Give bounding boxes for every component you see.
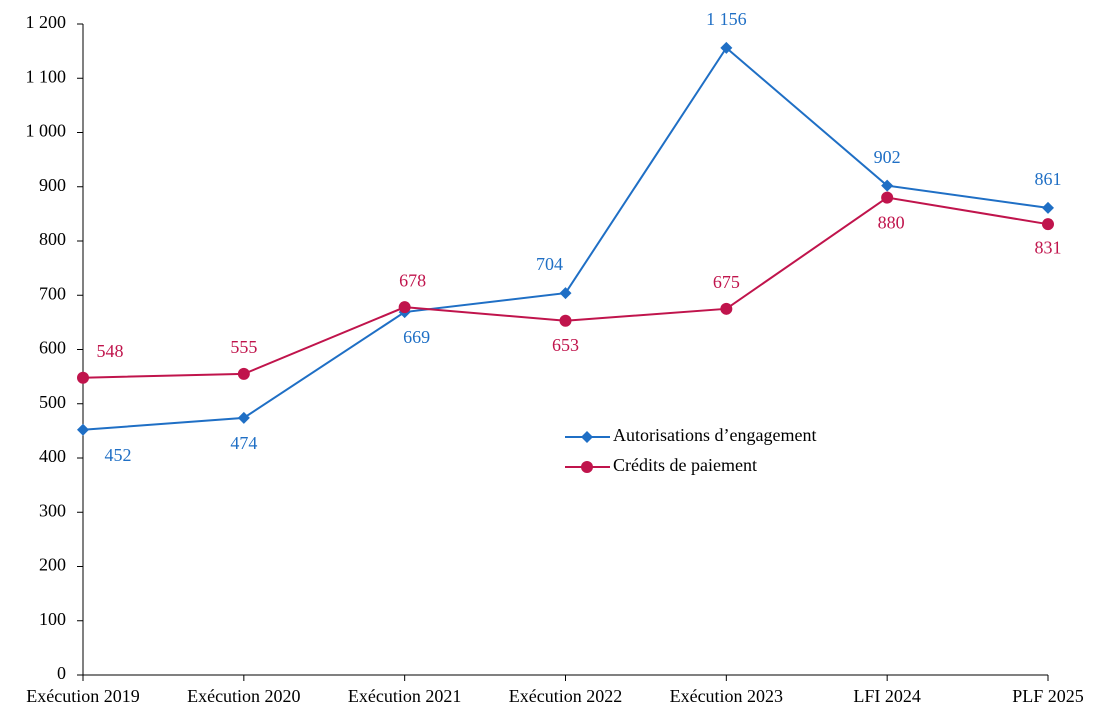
data-label: 555 xyxy=(230,337,257,357)
data-label: 704 xyxy=(536,254,563,274)
data-label: 880 xyxy=(878,213,905,233)
y-tick-label: 600 xyxy=(39,338,66,358)
legend-marker xyxy=(581,431,593,443)
legend-label: Crédits de paiement xyxy=(613,455,757,475)
data-label: 452 xyxy=(105,445,132,465)
y-tick-label: 300 xyxy=(39,500,66,520)
x-tick-label: Exécution 2021 xyxy=(348,686,461,706)
point-marker xyxy=(398,301,411,314)
point-marker xyxy=(720,41,733,54)
data-label: 474 xyxy=(230,433,257,453)
x-tick-label: PLF 2025 xyxy=(1012,686,1084,706)
point-marker xyxy=(1042,201,1054,214)
data-label: 831 xyxy=(1035,237,1062,257)
point-marker xyxy=(237,367,250,380)
y-tick-label: 800 xyxy=(39,229,66,249)
x-tick-label: Exécution 2022 xyxy=(509,686,622,706)
y-tick-label: 1 100 xyxy=(26,66,67,86)
x-tick-label: LFI 2024 xyxy=(853,686,921,706)
y-tick-label: 1 200 xyxy=(26,12,67,32)
data-label: 675 xyxy=(713,272,740,292)
x-tick-label: Exécution 2023 xyxy=(670,686,783,706)
data-label: 669 xyxy=(403,327,430,347)
point-marker xyxy=(881,179,894,192)
y-tick-label: 700 xyxy=(39,283,66,303)
y-tick-label: 100 xyxy=(39,609,66,629)
point-marker xyxy=(237,411,250,424)
x-tick-label: Exécution 2020 xyxy=(187,686,300,706)
data-label: 902 xyxy=(874,147,901,167)
data-label: 653 xyxy=(552,335,579,355)
point-marker xyxy=(881,191,894,204)
series-line xyxy=(82,46,1049,431)
point-marker xyxy=(559,287,572,300)
point-marker xyxy=(1042,218,1054,231)
y-tick-label: 0 xyxy=(57,663,66,683)
data-label: 678 xyxy=(399,270,426,290)
y-tick-label: 200 xyxy=(39,555,66,575)
data-label: 1 156 xyxy=(706,9,747,29)
data-label: 861 xyxy=(1035,169,1062,189)
point-marker xyxy=(720,302,733,315)
y-tick-label: 900 xyxy=(39,175,66,195)
point-marker xyxy=(77,371,89,384)
x-tick-label: Exécution 2019 xyxy=(26,686,139,706)
y-tick-label: 500 xyxy=(39,392,66,412)
point-marker xyxy=(559,314,572,327)
y-tick-label: 1 000 xyxy=(26,121,67,141)
y-tick-label: 400 xyxy=(39,446,66,466)
legend-label: Autorisations d’engagement xyxy=(613,425,816,445)
data-label: 548 xyxy=(97,341,124,361)
legend-marker xyxy=(581,461,593,473)
point-marker xyxy=(77,423,89,436)
